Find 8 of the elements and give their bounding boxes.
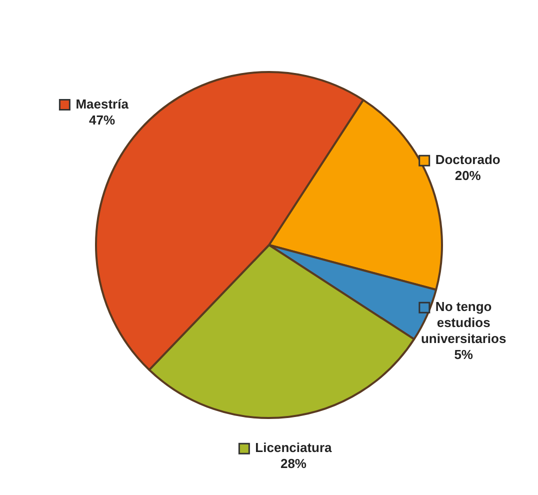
data-label: 47% [89, 112, 116, 128]
legend-label: Doctorado [435, 152, 500, 168]
legend-label: Licenciatura [255, 440, 333, 456]
data-label: 20% [454, 168, 482, 184]
data-label: 28% [280, 456, 307, 472]
data-label: 5% [454, 347, 474, 362]
legend-label: Maestría [76, 96, 130, 112]
legend-label: No tengo estudios universitarios [420, 299, 506, 346]
